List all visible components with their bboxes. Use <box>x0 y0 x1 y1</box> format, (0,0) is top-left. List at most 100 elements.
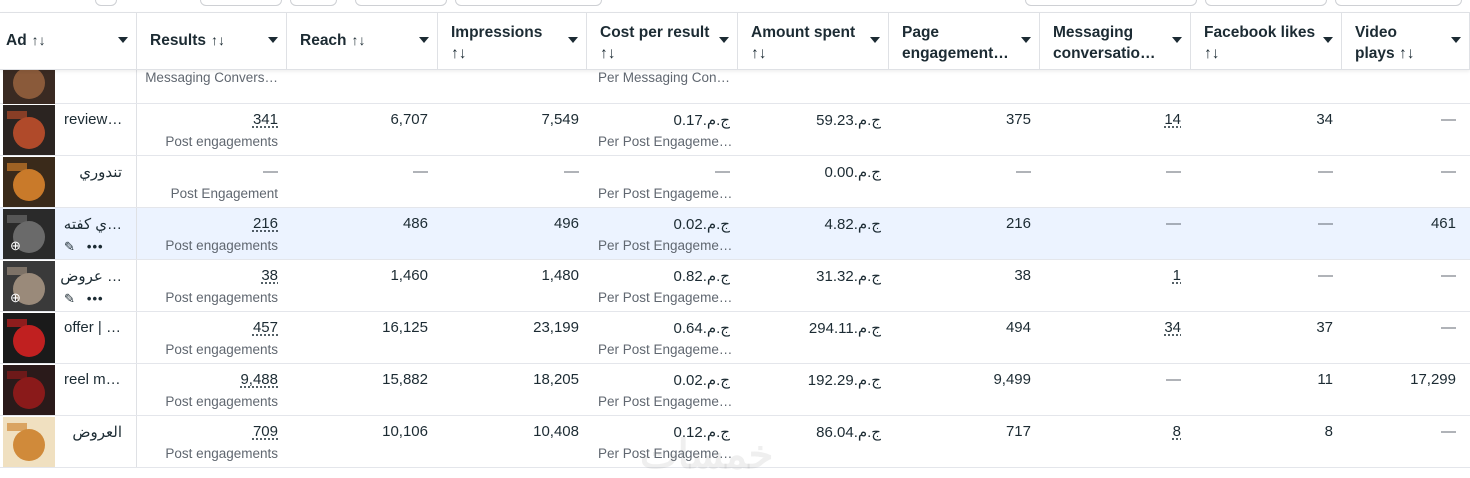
ad-thumbnail[interactable] <box>3 417 55 467</box>
amount-value: ج.م.86.04 <box>816 424 881 441</box>
ad-name[interactable]: العروض <box>72 424 122 441</box>
ad-name[interactable]: review… <box>64 111 123 128</box>
table-row[interactable]: … عروض ✎ ••• ⊕ 38 1,460 1,480 ج.م.0.82 ج.م.31.32… <box>0 260 1470 312</box>
results-value: — <box>263 163 278 180</box>
likes-value: — <box>1318 163 1333 180</box>
table-row[interactable]: العروض 709 10,106 10,408 ج.م.0.12 ج.م.86.04 71… <box>0 416 1470 468</box>
table-row[interactable]: تندوري — — — — ج.م.0.00 — — — — Post Engagement Per… <box>0 156 1470 208</box>
chevron-down-icon[interactable] <box>870 37 880 43</box>
table-row[interactable]: …ي كفته ✎ ••• ⊕ 216 486 496 ج.م.0.02 ج.م.4.82 216… <box>0 208 1470 260</box>
amount-value: ج.م.192.29 <box>807 372 881 389</box>
reach-value: — <box>413 163 428 180</box>
toolbar-control[interactable] <box>355 0 447 6</box>
chevron-down-icon[interactable] <box>719 37 729 43</box>
toolbar-control[interactable] <box>95 0 117 6</box>
toolbar-control[interactable] <box>290 0 337 6</box>
results-type: Post engagements <box>165 290 278 305</box>
toolbar-control[interactable] <box>455 0 602 6</box>
likes-value: — <box>1318 215 1333 232</box>
results-value[interactable]: 216 <box>252 215 278 232</box>
page-value: 38 <box>1014 267 1031 284</box>
ad-name[interactable]: reel m… <box>64 371 121 388</box>
ad-thumbnail[interactable] <box>3 157 55 207</box>
cost-value: ج.م.0.02 <box>673 216 730 233</box>
ad-thumbnail[interactable] <box>3 105 55 155</box>
impressions-value: 496 <box>553 215 579 232</box>
messaging-value[interactable]: 1 <box>1172 267 1181 284</box>
zoom-icon[interactable]: ⊕ <box>10 290 21 305</box>
column-title: Ad <box>6 32 27 49</box>
messaging-value[interactable]: 14 <box>1164 111 1181 128</box>
results-value[interactable]: 341 <box>252 111 278 128</box>
cost-type: Per Post Engageme… <box>598 290 732 305</box>
chevron-down-icon[interactable] <box>1172 37 1182 43</box>
sort-icon[interactable]: ↑↓ <box>211 32 225 48</box>
column-header-cost[interactable]: Cost per result ↑↓ <box>587 13 738 69</box>
chevron-down-icon[interactable] <box>1451 37 1461 43</box>
messaging-value: — <box>1166 163 1181 180</box>
toolbar-control[interactable] <box>1335 0 1462 6</box>
results-value[interactable]: 457 <box>252 319 278 336</box>
more-icon[interactable]: ••• <box>86 239 104 254</box>
column-title: Impressions <box>451 24 543 41</box>
cost-type: Per Messaging Con… <box>598 70 731 85</box>
table-row[interactable]: review… 341 6,707 7,549 ج.م.0.17 ج.م.59.23 375… <box>0 104 1470 156</box>
more-icon[interactable]: ••• <box>86 291 104 306</box>
ad-thumbnail[interactable] <box>3 261 55 311</box>
impressions-value: 10,408 <box>533 423 579 440</box>
chevron-down-icon[interactable] <box>268 37 278 43</box>
chevron-down-icon[interactable] <box>568 37 578 43</box>
results-value[interactable]: 9,488 <box>240 371 278 388</box>
column-header-impressions[interactable]: Impressions ↑↓ <box>438 13 587 69</box>
zoom-icon[interactable]: ⊕ <box>10 238 21 253</box>
ad-name[interactable]: …ي كفته <box>63 216 122 233</box>
column-header-results[interactable]: Results ↑↓ <box>137 13 287 69</box>
chevron-down-icon[interactable] <box>118 37 128 43</box>
toolbar-control[interactable] <box>200 0 282 6</box>
toolbar-control[interactable] <box>1025 0 1197 6</box>
results-value[interactable]: 38 <box>261 267 278 284</box>
column-divider <box>136 312 137 363</box>
column-title: Results <box>150 32 206 49</box>
column-label: Facebook likes ↑↓ <box>1204 22 1315 64</box>
chevron-down-icon[interactable] <box>1323 37 1333 43</box>
chevron-down-icon[interactable] <box>419 37 429 43</box>
results-type: Post engagements <box>165 238 278 253</box>
column-title: Facebook likes <box>1204 24 1316 41</box>
column-header-page[interactable]: Page engagement… <box>889 13 1040 69</box>
messaging-value[interactable]: 34 <box>1164 319 1181 336</box>
reach-value: 6,707 <box>390 111 428 128</box>
ad-thumbnail[interactable] <box>3 365 55 415</box>
reach-value: 16,125 <box>382 319 428 336</box>
pencil-icon[interactable]: ✎ <box>64 239 75 254</box>
likes-value: 8 <box>1324 423 1333 440</box>
column-header-amount[interactable]: Amount spent ↑↓ <box>738 13 889 69</box>
ad-name[interactable]: … عروض <box>60 268 122 285</box>
chevron-down-icon[interactable] <box>1021 37 1031 43</box>
pencil-icon[interactable]: ✎ <box>64 291 75 306</box>
column-title-line2: ↑↓ <box>600 45 616 62</box>
cost-value: — <box>715 163 730 180</box>
results-type: Post engagements <box>165 134 278 149</box>
sort-icon[interactable]: ↑↓ <box>31 32 46 48</box>
sort-icon[interactable]: ↑↓ <box>351 32 366 48</box>
toolbar-control[interactable] <box>1205 0 1327 6</box>
ad-thumbnail[interactable] <box>3 313 55 363</box>
column-header-likes[interactable]: Facebook likes ↑↓ <box>1191 13 1342 69</box>
ad-thumbnail[interactable] <box>3 209 55 259</box>
table-row[interactable]: offer | … 457 16,125 23,199 ج.م.0.64 ج.م.294.… <box>0 312 1470 364</box>
column-header-reach[interactable]: Reach ↑↓ <box>287 13 438 69</box>
page-value: — <box>1016 163 1031 180</box>
ad-name[interactable]: تندوري <box>79 164 122 181</box>
column-title-line2: conversatio… <box>1053 45 1156 62</box>
amount-value: ج.م.59.23 <box>816 112 881 129</box>
messaging-value[interactable]: 8 <box>1172 423 1181 440</box>
results-value[interactable]: 709 <box>252 423 278 440</box>
column-title-line2: plays ↑↓ <box>1355 45 1415 62</box>
amount-value: ج.م.0.00 <box>824 164 881 181</box>
column-header-messaging[interactable]: Messaging conversatio… <box>1040 13 1191 69</box>
column-header-video[interactable]: Video plays ↑↓ <box>1342 13 1470 69</box>
table-row[interactable]: reel m… 9,488 15,882 18,205 ج.م.0.02 ج.م.192.… <box>0 364 1470 416</box>
ad-name[interactable]: offer | … <box>64 319 121 336</box>
column-header-ad[interactable]: Ad ↑↓ <box>0 13 137 69</box>
